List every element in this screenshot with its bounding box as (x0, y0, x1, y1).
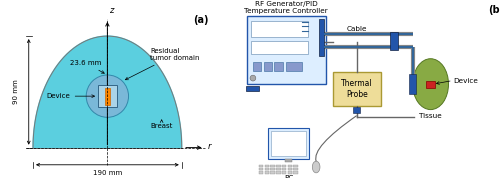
Text: Residual
tumor domain: Residual tumor domain (126, 48, 200, 80)
Text: Tissue: Tissue (419, 112, 442, 119)
Bar (288, 171, 292, 174)
Bar (264, 62, 272, 71)
Bar (333, 72, 380, 106)
Bar (247, 16, 326, 84)
Bar (276, 165, 280, 167)
Bar (264, 168, 269, 170)
Bar (390, 32, 398, 49)
Circle shape (250, 75, 256, 81)
Bar (293, 165, 298, 167)
Bar (282, 165, 286, 167)
Bar (274, 62, 283, 71)
Bar (264, 165, 269, 167)
Text: 190 mm: 190 mm (93, 170, 122, 176)
Text: Cable: Cable (347, 26, 368, 32)
Bar (264, 171, 269, 174)
Bar (246, 86, 259, 91)
Bar (270, 171, 275, 174)
Circle shape (86, 75, 128, 117)
Bar (409, 74, 416, 94)
Bar (276, 168, 280, 170)
Text: z: z (109, 6, 113, 15)
Bar (259, 171, 264, 174)
Bar (426, 80, 434, 88)
Bar (253, 62, 262, 71)
Bar (276, 171, 280, 174)
Text: (b): (b) (488, 5, 500, 15)
Text: (a): (a) (193, 15, 208, 25)
Bar (250, 21, 308, 37)
Text: Thermal
Probe: Thermal Probe (341, 79, 372, 99)
Bar (318, 19, 324, 56)
Text: 90 mm: 90 mm (13, 80, 19, 104)
Bar (282, 171, 286, 174)
Text: RF Generator/PID
Temperature Controller: RF Generator/PID Temperature Controller (244, 1, 328, 14)
Bar (268, 128, 309, 159)
Text: Device: Device (454, 78, 478, 83)
Bar (259, 168, 264, 170)
Bar (250, 41, 308, 54)
Bar (270, 165, 275, 167)
Bar (272, 131, 306, 156)
Bar (288, 165, 292, 167)
Bar (259, 165, 264, 167)
Bar (293, 171, 298, 174)
Polygon shape (33, 36, 182, 148)
Bar (288, 168, 292, 170)
Text: 23.6 mm: 23.6 mm (70, 60, 104, 73)
Bar (104, 88, 110, 105)
Text: r: r (208, 142, 211, 151)
Bar (282, 168, 286, 170)
Text: PC: PC (284, 175, 294, 178)
Bar (285, 159, 292, 162)
Text: Device: Device (46, 93, 94, 99)
Bar (270, 168, 275, 170)
Ellipse shape (312, 161, 320, 173)
Bar (98, 85, 116, 107)
Ellipse shape (412, 59, 448, 110)
Bar (286, 62, 302, 71)
Text: Breast: Breast (150, 120, 172, 129)
Bar (293, 168, 298, 170)
Bar (353, 107, 360, 113)
